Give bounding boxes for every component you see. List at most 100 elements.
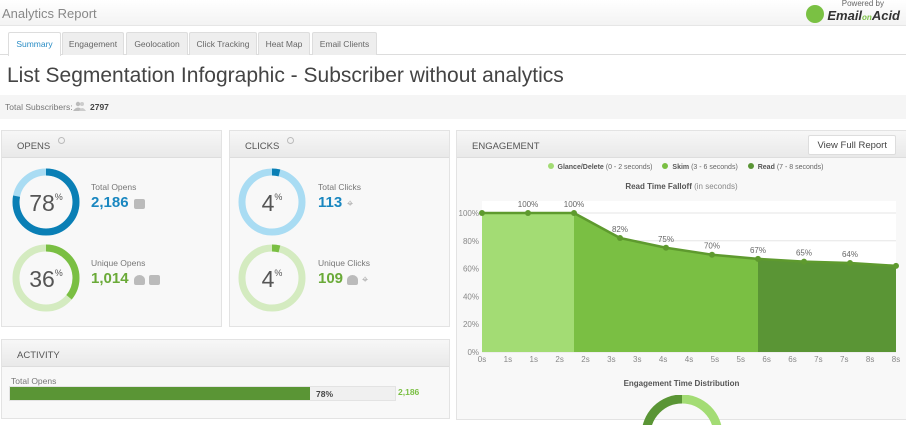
- x-tick-label: 3s: [633, 355, 641, 364]
- x-tick-label: 4s: [685, 355, 693, 364]
- data-label: 67%: [750, 246, 766, 255]
- user-icon: [134, 275, 145, 285]
- x-tick-label: 4s: [659, 355, 667, 364]
- total-opens-value: 2,186: [91, 194, 129, 211]
- tab-click-tracking[interactable]: Click Tracking: [189, 32, 257, 55]
- unique-opens-ring: [12, 244, 80, 312]
- legend-glance: Glance/Delete (0 - 2 seconds): [540, 163, 652, 171]
- data-point: [663, 244, 669, 251]
- opens-panel: OPENS 78% Total Opens 2,186 36% Unique O…: [1, 130, 222, 327]
- data-point: [571, 210, 577, 216]
- x-tick-label: 8s: [866, 355, 874, 364]
- x-tick-label: 8s: [892, 355, 900, 364]
- chart-legend: Glance/Delete (0 - 2 seconds) Skim (3 - …: [457, 163, 906, 171]
- activity-panel: ACTIVITY Total Opens 78% 2,186: [1, 339, 450, 419]
- tab-engagement[interactable]: Engagement: [62, 32, 124, 55]
- x-tick-label: 5s: [711, 355, 719, 364]
- data-point: [847, 260, 853, 267]
- total-opens-percent: 78%: [29, 190, 63, 216]
- total-opens-label: Total Opens: [91, 182, 137, 192]
- distribution-title: Engagement Time Distribution: [623, 379, 740, 388]
- data-point: [801, 258, 807, 265]
- total-clicks-label: Total Clicks: [318, 182, 361, 192]
- envelope-open-icon: [134, 199, 145, 209]
- distribution-donut: [642, 395, 722, 425]
- data-point: [709, 251, 715, 258]
- tab-bar: Summary Engagement Geolocation Click Tra…: [0, 30, 906, 56]
- unique-clicks-value: 109: [318, 270, 344, 287]
- x-tick-label: 1s: [530, 355, 538, 364]
- data-label: 70%: [704, 242, 720, 251]
- logo-powered: Powered by: [841, 0, 884, 8]
- engagement-title: ENGAGEMENT: [472, 141, 540, 152]
- unique-opens-label: Unique Opens: [91, 258, 146, 268]
- unique-opens-value: 1,014: [91, 270, 129, 287]
- data-point: [479, 210, 485, 216]
- data-label: 75%: [658, 235, 674, 244]
- users-icon: [73, 101, 86, 111]
- activity-progress-bar: 78%: [9, 386, 396, 401]
- subscribers-count: 2797: [90, 102, 109, 112]
- y-tick-label: 40%: [463, 292, 479, 301]
- data-point: [755, 255, 761, 262]
- x-tick-label: 5s: [737, 355, 745, 364]
- cursor-click-icon: ⌖: [362, 274, 369, 286]
- tab-geolocation[interactable]: Geolocation: [126, 32, 188, 55]
- x-tick-label: 7s: [840, 355, 848, 364]
- total-clicks-percent: 4%: [261, 190, 283, 216]
- legend-skim: Skim (3 - 6 seconds): [654, 163, 738, 171]
- y-tick-label: 80%: [463, 237, 479, 246]
- view-full-report-button[interactable]: View Full Report: [808, 135, 896, 155]
- data-label: 82%: [612, 225, 628, 234]
- legend-read: Read (7 - 8 seconds): [740, 163, 824, 171]
- unique-clicks-percent: 4%: [261, 266, 283, 292]
- series-line: [482, 211, 897, 268]
- activity-total-opens-label: Total Opens: [11, 376, 57, 386]
- subscribers-bar: Total Subscribers: 2797: [0, 95, 906, 119]
- x-tick-label: 0s: [478, 355, 486, 364]
- x-tick-label: 6s: [788, 355, 796, 364]
- x-tick-label: 6s: [762, 355, 770, 364]
- x-tick-label: 7s: [814, 355, 822, 364]
- clicks-panel: CLICKS 4% Total Clicks 113 ⌖ 4% Unique C…: [229, 130, 450, 327]
- info-icon[interactable]: [287, 137, 295, 144]
- user-icon: [347, 275, 358, 285]
- data-label: 100%: [518, 200, 538, 209]
- x-tick-label: 2s: [555, 355, 563, 364]
- top-bar: Analytics Report Powered by EmailonAcid: [0, 0, 906, 26]
- logo-text: EmailonAcid: [827, 8, 900, 23]
- tab-heat-map[interactable]: Heat Map: [258, 32, 310, 55]
- data-label: 100%: [564, 200, 584, 209]
- info-icon[interactable]: [58, 137, 66, 144]
- data-point: [617, 235, 623, 242]
- y-tick-label: 20%: [463, 320, 479, 329]
- total-clicks-value: 113: [318, 194, 343, 211]
- unique-opens-percent: 36%: [29, 266, 63, 292]
- logo-splat-icon: [806, 5, 824, 23]
- x-tick-label: 1s: [504, 355, 512, 364]
- activity-title: ACTIVITY: [17, 350, 60, 361]
- data-label: 65%: [796, 249, 812, 258]
- app-title: Analytics Report: [2, 6, 97, 21]
- total-opens-ring: [12, 168, 80, 236]
- envelope-open-icon: [149, 275, 160, 285]
- subscribers-label: Total Subscribers:: [5, 102, 73, 112]
- x-tick-label: 2s: [581, 355, 589, 364]
- engagement-panel: ENGAGEMENT View Full Report Glance/Delet…: [456, 130, 906, 425]
- email-on-acid-logo: Powered by EmailonAcid: [806, 0, 902, 25]
- activity-value: 2,186: [398, 387, 420, 397]
- read-time-chart: 0% 20% 40% 60% 80% 100% 100% 100% 82% 75% 70% 67% 65…: [459, 200, 901, 364]
- tab-summary[interactable]: Summary: [8, 32, 61, 56]
- data-point: [525, 210, 531, 216]
- y-tick-label: 100%: [459, 209, 479, 218]
- tab-email-clients[interactable]: Email Clients: [312, 32, 377, 55]
- page-title: List Segmentation Infographic - Subscrib…: [7, 64, 564, 87]
- data-label: 64%: [842, 250, 858, 259]
- y-tick-label: 60%: [463, 265, 479, 274]
- activity-progress-fill: [10, 387, 311, 400]
- area-region-read: [758, 258, 896, 352]
- activity-percent: 78%: [316, 389, 334, 399]
- total-clicks-ring: [238, 168, 306, 236]
- area-region-skim: [574, 213, 758, 352]
- opens-title: OPENS: [17, 141, 51, 152]
